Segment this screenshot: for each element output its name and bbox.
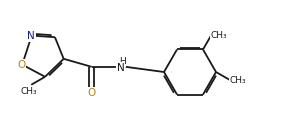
- Text: O: O: [17, 60, 25, 70]
- Text: CH₃: CH₃: [21, 87, 38, 96]
- Text: N: N: [27, 31, 35, 41]
- Text: CH₃: CH₃: [211, 31, 227, 40]
- Text: CH₃: CH₃: [230, 75, 246, 85]
- Text: O: O: [87, 88, 96, 98]
- Text: N: N: [117, 63, 125, 73]
- Text: H: H: [119, 57, 126, 66]
